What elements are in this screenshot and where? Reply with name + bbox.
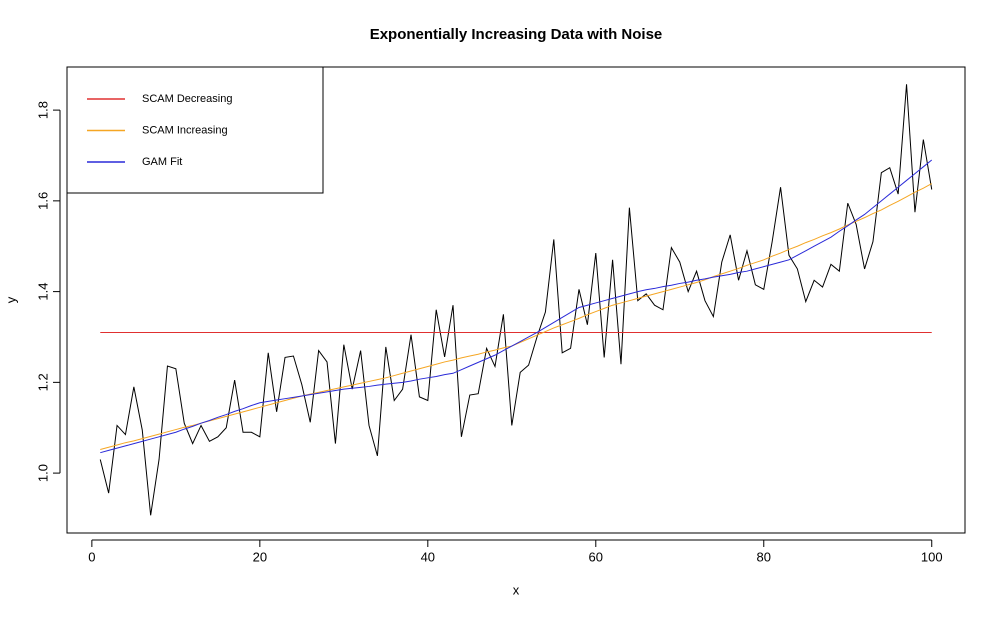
- y-tick-label: 1.2: [35, 373, 50, 391]
- chart-title: Exponentially Increasing Data with Noise: [370, 26, 663, 43]
- series-line: [100, 159, 933, 454]
- y-tick-label: 1.4: [35, 283, 50, 301]
- series-line: [99, 84, 933, 516]
- legend-label: SCAM Increasing: [142, 124, 228, 136]
- y-tick-label: 1.0: [35, 464, 50, 482]
- x-axis-label: x: [513, 582, 520, 597]
- x-tick-label: 60: [589, 549, 603, 564]
- x-tick-label: 40: [421, 549, 435, 564]
- x-tick-label: 100: [921, 549, 943, 564]
- plot-frame: [66, 66, 966, 534]
- x-tick-label: 20: [253, 549, 267, 564]
- x-tick-label: 80: [757, 549, 771, 564]
- y-axis-label: y: [3, 296, 18, 303]
- y-tick-label: 1.6: [35, 192, 50, 210]
- legend-label: SCAM Decreasing: [142, 93, 232, 105]
- x-tick-label: 0: [88, 549, 95, 564]
- legend-label: GAM Fit: [142, 156, 182, 168]
- y-tick-label: 1.8: [35, 101, 50, 119]
